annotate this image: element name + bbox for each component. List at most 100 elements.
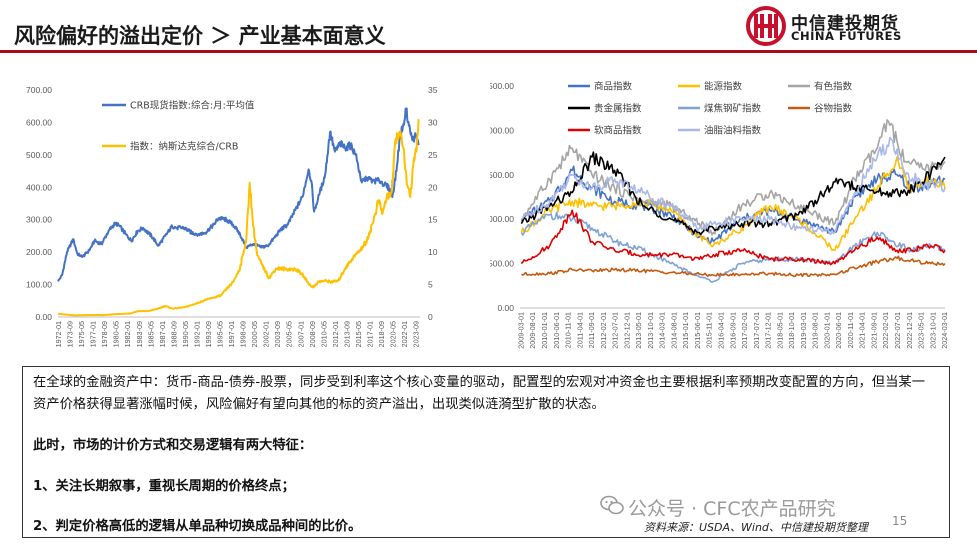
x-tick-label: 2009-03-01 [516,312,525,349]
series-line [520,151,946,236]
x-tick-label: 1992-01 [192,321,201,347]
x-tick-label: 2020-06-01 [834,312,843,349]
x-tick-label: 2023-05-01 [917,312,926,349]
y-tick-label: 500.00 [490,259,514,269]
commentary-paragraph: 在全球的金融资产中：货币-商品-债券-股票，同步受到利率这个核心变量的驱动，配置… [33,375,925,412]
series-line [57,107,420,282]
legend-label: 谷物指数 [814,103,853,115]
x-tick-label: 2018-10-01 [787,312,796,349]
x-tick-label: 1988-09 [169,321,178,347]
y-tick-label: 2,500.00 [490,81,514,91]
commentary-line-3: 2、判定价格高低的逻辑从单品种切换成品种间的比价。 [33,519,362,534]
x-tick-label: 2022-07-01 [893,312,902,349]
x-tick-label: 1982-01 [123,321,132,347]
x-tick-label: 2020-11-01 [846,312,855,348]
commentary-line-2: 1、关注长期叙事，重视长周期的价格终点； [33,479,295,494]
commodity-index-chart: 0.00 500.00 1,000.00 1,500.00 2,000.00 2,500.… [490,81,949,349]
x-tick-label: 2013-05-01 [634,312,643,349]
legend-label: 煤焦钢矿指数 [704,103,762,115]
slide-header: 风险偏好的溢出定价 ＞ 产业基本面意义 中信建投期货 CHINA FUTURES [0,0,977,58]
x-tick-label: 2005-05 [285,321,294,347]
header-rule [0,50,977,53]
x-tick-label: 2015-11-01 [705,312,714,348]
x-tick-label: 1993-09 [204,321,213,347]
series-line [520,209,946,266]
commentary-line-1: 此时，市场的计价方式和交易逻辑有两大特征： [33,438,313,453]
x-tick-label: 2018-05-01 [775,312,784,349]
x-tick-label: 2011-04-01 [575,312,584,348]
crb-nasdaq-chart: 0.00 100.00 200.00 300.00 400.00 500.00 600.00… [26,85,438,347]
x-tick-label: 2008-09 [308,321,317,347]
y-right-tick-label: 5 [428,280,433,290]
series-line [520,136,946,236]
x-tick-label: 1973-09 [66,321,75,347]
x-tick-label: 2015-01-01 [681,312,690,349]
y-right-tick-label: 35 [428,85,438,95]
x-tick-label: 2022-12-01 [905,312,914,349]
x-tick-label: 2021-04-01 [858,312,867,349]
x-tick-label: 2019-03-01 [799,312,808,349]
x-tick-label: 1983-09 [135,321,144,347]
legend-label: 指数：纳斯达克综合/CRB [130,141,238,153]
y-left-tick-label: 100.00 [26,280,52,290]
series-line [520,156,946,252]
x-tick-label: 1990-05 [181,321,190,347]
x-tick-label: 2020-01-01 [822,312,831,349]
source-note: 资料来源：USDA、Wind、中信建投期货整理 [644,521,868,534]
x-tick-label: 2024-03-01 [940,312,949,349]
series-line [521,255,946,278]
legend-label: 能源指数 [704,81,743,93]
y-left-tick-label: 700.00 [26,85,52,95]
y-left-tick-label: 0.00 [35,312,52,322]
citic-logo-icon [746,6,786,46]
legend-label: 油脂油料指数 [704,125,762,137]
legend-label: 有色指数 [814,81,853,93]
x-tick-label: 2015-05 [354,321,363,347]
x-tick-label: 2021-09-01 [869,312,878,349]
legend-label: 贵金属指数 [594,103,642,115]
y-tick-label: 2,000.00 [490,125,514,135]
y-right-tick-label: 20 [428,182,438,192]
x-tick-label: 1972-01 [54,321,63,347]
x-tick-label: 2010-11-01 [564,312,573,348]
x-tick-label: 2014-08-01 [669,312,678,349]
watermark: 公众号 · CFC农产品研究 [628,498,836,520]
x-tick-label: 1987-01 [158,321,167,347]
y-tick-label: 1,000.00 [490,214,514,224]
x-tick-label: 2012-01 [331,321,340,347]
x-tick-label: 2000-05 [250,321,259,347]
x-tick-label: 2015-06-01 [693,312,702,349]
wechat-icon [600,495,624,515]
y-left-tick-label: 200.00 [26,247,52,257]
page-number: 15 [892,514,908,528]
y-left-tick-label: 500.00 [26,150,52,160]
legend-label: 商品指数 [594,81,633,93]
commentary-box: 在全球的金融资产中：货币-商品-债券-股票，同步受到利率这个核心变量的驱动，配置… [22,366,950,538]
logo-en-text: CHINA FUTURES [791,29,902,43]
x-tick-label: 2019-08-01 [811,312,820,349]
y-right-tick-label: 0 [428,312,433,322]
x-tick-label: 2017-07-01 [752,312,761,349]
x-tick-label: 2002-01 [262,321,271,347]
y-right-tick-label: 15 [428,215,438,225]
y-tick-label: 1,500.00 [490,170,514,180]
x-tick-label: 1975-05 [77,321,86,347]
x-tick-label: 2012-02-01 [599,312,608,349]
x-tick-label: 2010-01-01 [540,312,549,349]
y-tick-label: 0.00 [497,303,514,313]
series-line [57,119,420,317]
y-left-tick-label: 300.00 [26,215,52,225]
y-left-tick-label: 400.00 [26,182,52,192]
x-tick-label: 2010-06-01 [552,312,561,349]
x-tick-label: 1977-01 [89,321,98,347]
x-tick-label: 2010-05 [319,321,328,347]
x-tick-label: 1998-09 [239,321,248,347]
x-tick-label: 1980-05 [112,321,121,347]
x-tick-label: 2018-09 [377,321,386,347]
logo-cn-text: 中信建投期货 [791,14,899,34]
x-tick-label: 2023-10-01 [928,312,937,349]
x-tick-label: 1995-05 [216,321,225,347]
x-tick-label: 2012-07-01 [611,312,620,349]
x-tick-label: 2016-04-01 [716,312,725,349]
x-tick-label: 2007-01 [296,321,305,347]
